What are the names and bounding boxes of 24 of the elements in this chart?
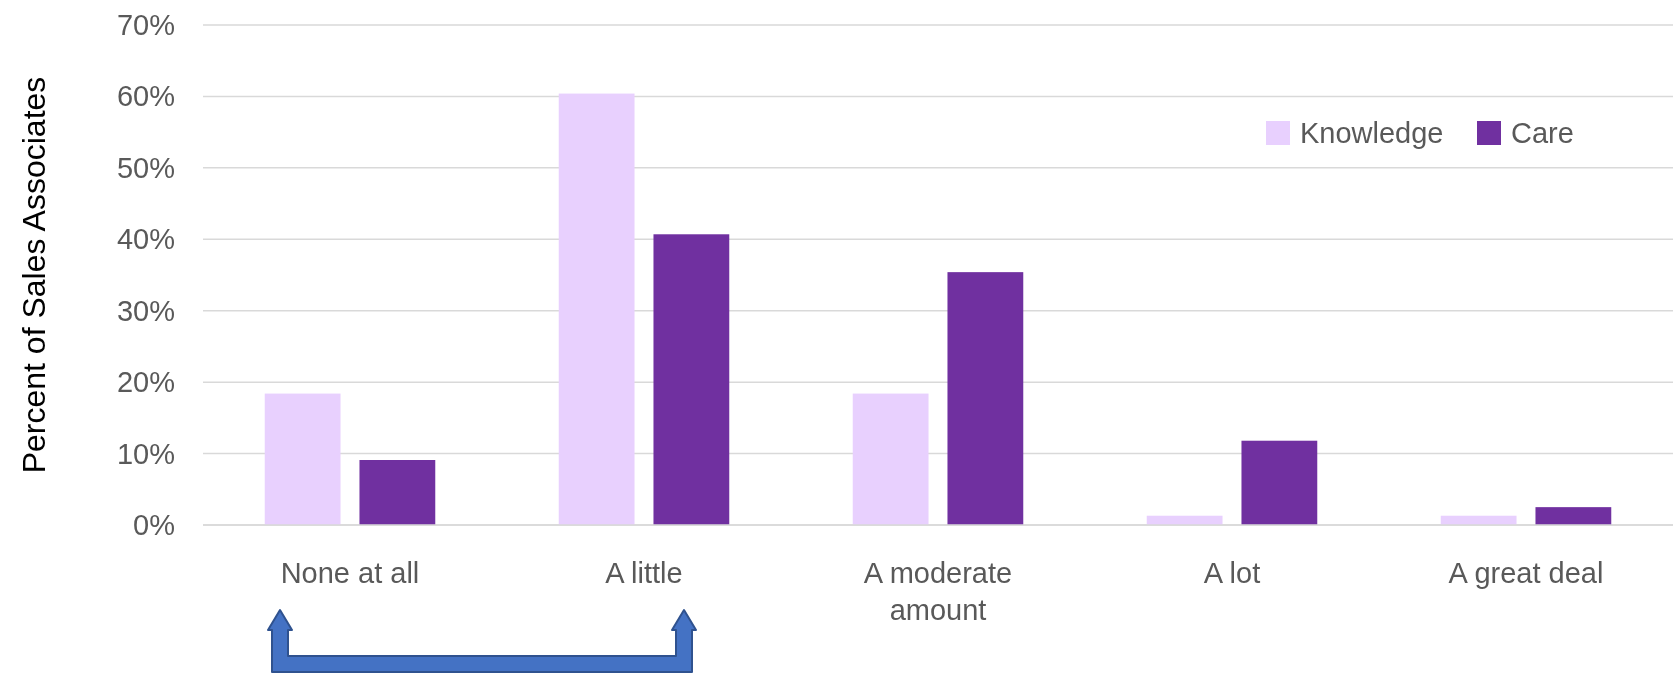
y-tick-label: 20% <box>116 366 175 399</box>
y-tick-label: 0% <box>133 509 175 541</box>
bar <box>653 234 730 525</box>
bar <box>1241 440 1318 525</box>
x-tick-label: A lot <box>1203 557 1261 589</box>
y-tick-label: 50% <box>116 151 175 184</box>
bar <box>852 393 929 525</box>
legend-label: Care <box>1511 117 1574 149</box>
y-tick-label: 30% <box>116 294 175 327</box>
bar <box>558 93 635 525</box>
x-tick-label: A little <box>605 557 683 589</box>
x-tick-label: A moderate amount <box>863 557 1013 626</box>
y-tick-label: 70% <box>116 9 175 41</box>
bar <box>264 393 341 525</box>
y-tick-label: 60% <box>116 80 175 113</box>
y-axis-title: Percent of Sales Associates <box>16 76 52 474</box>
x-tick-label: A great deal <box>1448 557 1604 589</box>
bar <box>359 460 436 525</box>
y-tick-label: 40% <box>116 223 175 256</box>
x-tick-label: None at all <box>280 557 420 589</box>
bar <box>1535 507 1612 525</box>
y-tick-label: 10% <box>116 437 175 470</box>
bar <box>947 272 1024 525</box>
legend-label: Knowledge <box>1300 117 1444 149</box>
